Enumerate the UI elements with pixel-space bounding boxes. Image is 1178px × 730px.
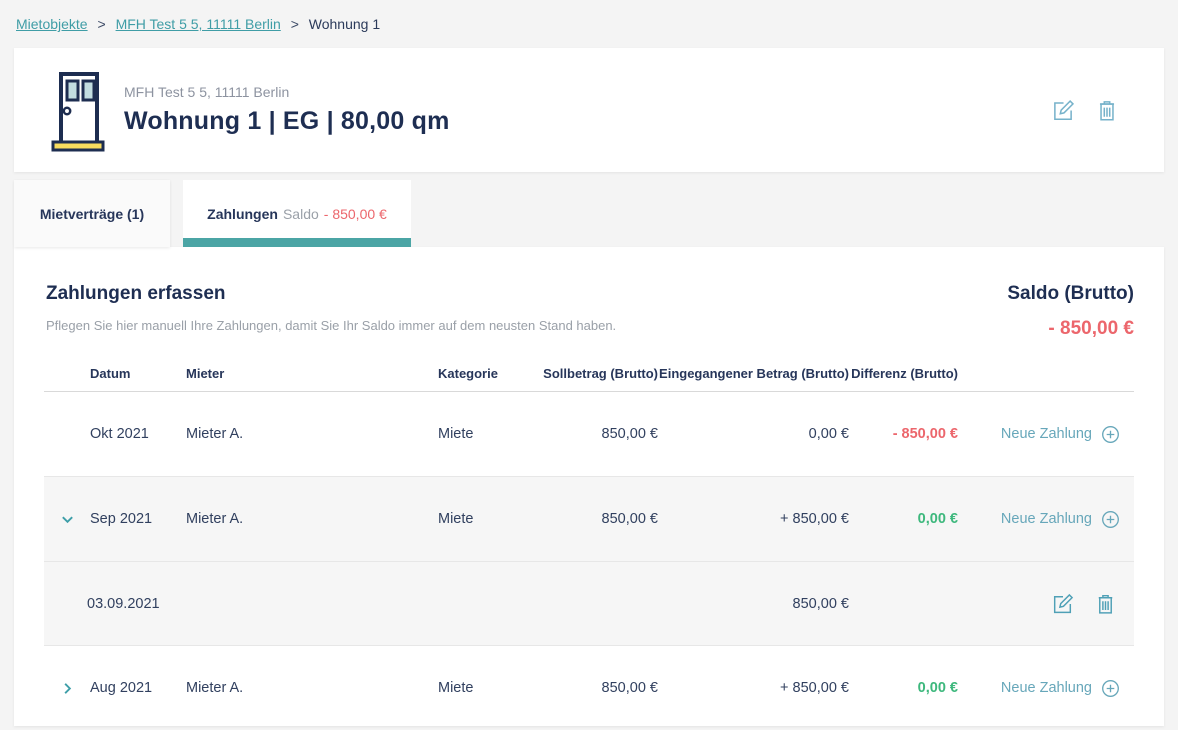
table-header-row: Datum Mieter Kategorie Sollbetrag (Brutt… bbox=[44, 356, 1134, 392]
cell-kategorie: Miete bbox=[438, 680, 474, 696]
payment-date: 03.09.2021 bbox=[87, 595, 160, 612]
payment-detail-row: 03.09.2021 850,00 € bbox=[44, 561, 1134, 645]
col-header-kategorie: Kategorie bbox=[438, 366, 498, 381]
trash-icon bbox=[1094, 97, 1120, 123]
col-header-sollbetrag: Sollbetrag (Brutto) bbox=[543, 366, 658, 381]
cell-sollbetrag: 850,00 € bbox=[601, 426, 658, 442]
breadcrumb-link-mietobjekte[interactable]: Mietobjekte bbox=[16, 16, 88, 32]
plus-circle-icon bbox=[1101, 510, 1120, 529]
cell-datum: Sep 2021 bbox=[90, 511, 153, 527]
delete-unit-button[interactable] bbox=[1092, 95, 1122, 125]
new-payment-button[interactable]: Neue Zahlung bbox=[958, 510, 1120, 529]
new-payment-label: Neue Zahlung bbox=[1000, 680, 1092, 696]
payments-panel: Zahlungen erfassen Pflegen Sie hier manu… bbox=[14, 247, 1164, 726]
property-subtitle: MFH Test 5 5, 11111 Berlin bbox=[124, 84, 290, 100]
breadcrumb-link-property[interactable]: MFH Test 5 5, 11111 Berlin bbox=[115, 16, 281, 32]
new-payment-button[interactable]: Neue Zahlung bbox=[958, 679, 1120, 698]
tab-saldo-value: - 850,00 € bbox=[323, 205, 387, 222]
col-header-datum: Datum bbox=[90, 366, 131, 381]
edit-icon bbox=[1050, 97, 1076, 123]
new-payment-label: Neue Zahlung bbox=[1000, 426, 1092, 442]
col-header-eingegangener-betrag: Eingegangener Betrag (Brutto) bbox=[659, 366, 849, 381]
section-description: Pflegen Sie hier manuell Ihre Zahlungen,… bbox=[46, 318, 617, 333]
cell-datum: Okt 2021 bbox=[90, 426, 149, 442]
cell-differenz: 0,00 € bbox=[917, 680, 958, 696]
tab-zahlungen-label: Zahlungen bbox=[207, 205, 278, 222]
plus-circle-icon bbox=[1101, 679, 1120, 698]
table-row: Okt 2021 Mieter A. Miete 850,00 € 0,00 €… bbox=[44, 392, 1134, 476]
chevron-right-icon bbox=[60, 681, 75, 696]
col-header-mieter: Mieter bbox=[186, 366, 225, 381]
breadcrumb: Mietobjekte > MFH Test 5 5, 11111 Berlin… bbox=[0, 0, 1178, 33]
trash-icon bbox=[1093, 591, 1118, 616]
cell-mieter: Mieter A. bbox=[186, 680, 244, 696]
edit-payment-button[interactable] bbox=[1047, 589, 1077, 619]
page-title: Wohnung 1 | EG | 80,00 qm bbox=[124, 107, 450, 135]
payments-table: Datum Mieter Kategorie Sollbetrag (Brutt… bbox=[44, 356, 1134, 730]
expanded-row-group: Sep 2021 Mieter A. Miete 850,00 € + 850,… bbox=[44, 476, 1134, 646]
section-title: Zahlungen erfassen bbox=[46, 283, 226, 304]
unit-header-card: MFH Test 5 5, 11111 Berlin Wohnung 1 | E… bbox=[14, 48, 1164, 172]
plus-circle-icon bbox=[1101, 425, 1120, 444]
tab-bar: Mietverträge (1) Zahlungen Saldo - 850,0… bbox=[14, 180, 1164, 247]
saldo-brutto-value: - 850,00 € bbox=[1048, 318, 1134, 339]
collapse-row-button[interactable] bbox=[60, 512, 90, 527]
new-payment-label: Neue Zahlung bbox=[1000, 511, 1092, 527]
cell-sollbetrag: 850,00 € bbox=[601, 511, 658, 527]
new-payment-button[interactable]: Neue Zahlung bbox=[958, 425, 1120, 444]
delete-payment-button[interactable] bbox=[1090, 589, 1120, 619]
chevron-down-icon bbox=[60, 512, 75, 527]
cell-eingegangen: + 850,00 € bbox=[780, 680, 849, 696]
cell-differenz: - 850,00 € bbox=[892, 426, 958, 442]
cell-mieter: Mieter A. bbox=[186, 511, 244, 527]
tab-zahlungen[interactable]: Zahlungen Saldo - 850,00 € bbox=[183, 180, 411, 247]
cell-datum: Aug 2021 bbox=[90, 680, 153, 696]
expand-row-button[interactable] bbox=[60, 681, 90, 696]
breadcrumb-separator: > bbox=[290, 16, 299, 32]
cell-eingegangen: + 850,00 € bbox=[780, 511, 849, 527]
tab-saldo-label: Saldo bbox=[282, 205, 319, 222]
tab-mietvertraege-label: Mietverträge (1) bbox=[39, 205, 145, 222]
tab-mietvertraege[interactable]: Mietverträge (1) bbox=[14, 180, 170, 247]
table-row: Aug 2021 Mieter A. Miete 850,00 € + 850,… bbox=[44, 646, 1134, 730]
cell-kategorie: Miete bbox=[438, 426, 474, 442]
breadcrumb-current: Wohnung 1 bbox=[308, 16, 381, 32]
cell-mieter: Mieter A. bbox=[186, 426, 244, 442]
payment-amount: 850,00 € bbox=[792, 595, 849, 612]
edit-unit-button[interactable] bbox=[1048, 95, 1078, 125]
door-icon bbox=[50, 71, 106, 153]
breadcrumb-separator: > bbox=[97, 16, 106, 32]
cell-sollbetrag: 850,00 € bbox=[601, 680, 658, 696]
cell-kategorie: Miete bbox=[438, 511, 474, 527]
cell-differenz: 0,00 € bbox=[917, 511, 958, 527]
saldo-brutto-label: Saldo (Brutto) bbox=[1007, 283, 1134, 304]
cell-eingegangen: 0,00 € bbox=[808, 426, 849, 442]
edit-icon bbox=[1050, 591, 1075, 616]
col-header-differenz: Differenz (Brutto) bbox=[851, 366, 958, 381]
table-row: Sep 2021 Mieter A. Miete 850,00 € + 850,… bbox=[44, 477, 1134, 561]
